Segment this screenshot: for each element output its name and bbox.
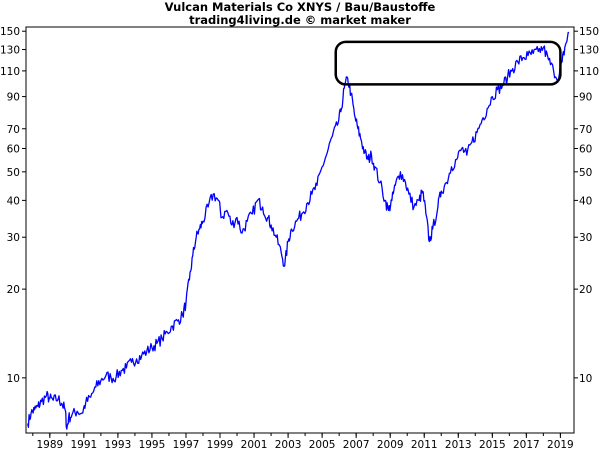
x-tick: 2003 [275, 433, 302, 450]
y-tick-label-left: 60 [7, 143, 20, 155]
y-tick-left: 110 [0, 66, 26, 78]
y-tick-label-right: 130 [579, 45, 599, 57]
x-tick: 2001 [241, 433, 268, 450]
y-tick-label-right: 70 [579, 124, 592, 136]
y-tick-label-left: 130 [0, 45, 20, 57]
y-tick-label-right: 50 [579, 167, 592, 179]
y-tick-left: 130 [0, 45, 26, 57]
highlight-box-annotation [334, 40, 562, 86]
y-tick-label-left: 90 [7, 92, 20, 104]
x-tick-label: 1995 [139, 439, 166, 450]
y-tick-label-right: 20 [579, 284, 592, 296]
y-tick-label-right: 90 [579, 92, 592, 104]
x-tick: 2017 [513, 433, 540, 450]
y-tick-right: 130 [574, 45, 599, 57]
y-tick-label-left: 150 [0, 26, 20, 38]
y-tick-left: 40 [7, 195, 26, 207]
y-tick-left: 20 [7, 284, 26, 296]
y-tick-left: 60 [7, 143, 26, 155]
chart-title: Vulcan Materials Co XNYS / Bau/Baustoffe [164, 0, 436, 14]
y-tick-label-left: 20 [7, 284, 20, 296]
y-tick-left: 70 [7, 124, 26, 136]
y-tick-left: 90 [7, 92, 26, 104]
y-tick-right: 30 [574, 232, 592, 244]
y-tick-right: 20 [574, 284, 592, 296]
x-tick: 1995 [139, 433, 166, 450]
y-tick-left: 10 [7, 373, 26, 385]
x-tick: 2011 [411, 433, 438, 450]
x-tick: 2013 [445, 433, 472, 450]
x-tick: 1997 [173, 433, 200, 450]
x-tick: 1993 [105, 433, 132, 450]
x-tick: 2019 [547, 433, 574, 450]
x-tick-label: 2007 [343, 439, 370, 450]
y-tick-label-right: 30 [579, 232, 592, 244]
y-tick-label-right: 40 [579, 195, 592, 207]
y-tick-right: 90 [574, 92, 592, 104]
x-tick: 1999 [207, 433, 234, 450]
x-tick-label: 1999 [207, 439, 234, 450]
x-tick: 2005 [309, 433, 336, 450]
y-tick-label-left: 50 [7, 167, 20, 179]
x-tick: 1989 [36, 433, 63, 450]
price-series-line [27, 31, 570, 430]
y-tick-label-left: 70 [7, 124, 20, 136]
plot-frame [25, 26, 575, 434]
x-tick-label: 2003 [275, 439, 302, 450]
y-tick-left: 150 [0, 26, 26, 38]
y-tick-left: 30 [7, 232, 26, 244]
x-tick-label: 1989 [36, 439, 63, 450]
x-tick-label: 2019 [547, 439, 574, 450]
x-tick-label: 2001 [241, 439, 268, 450]
x-tick-label: 2015 [479, 439, 506, 450]
y-tick-right: 110 [574, 66, 599, 78]
x-tick: 2009 [377, 433, 404, 450]
x-tick-label: 1991 [70, 439, 97, 450]
x-tick-label: 1993 [105, 439, 132, 450]
y-tick-label-right: 150 [579, 26, 599, 38]
y-tick-right: 70 [574, 124, 592, 136]
y-tick-label-left: 40 [7, 195, 20, 207]
x-tick-label: 2013 [445, 439, 472, 450]
y-tick-label-left: 110 [0, 66, 20, 78]
y-tick-label-right: 10 [579, 373, 592, 385]
y-axis-left: 10 20 30 40 50 60 70 90 110 130 150 [0, 26, 26, 385]
y-tick-right: 60 [574, 143, 592, 155]
x-tick: 1991 [70, 433, 97, 450]
x-tick-label: 2011 [411, 439, 438, 450]
chart-subtitle: trading4living.de © market maker [189, 13, 411, 27]
x-tick-label: 2017 [513, 439, 540, 450]
x-tick: 2007 [343, 433, 370, 450]
x-axis: 1989 1991 1993 1995 1997 1999 2001 2003 2005 2007… [32, 433, 574, 450]
y-tick-right: 40 [574, 195, 592, 207]
x-tick-label: 2009 [377, 439, 404, 450]
x-tick: 2015 [479, 433, 506, 450]
y-tick-left: 50 [7, 167, 26, 179]
y-axis-right: 10 20 30 40 50 60 70 90 110 130 150 [574, 26, 599, 385]
y-tick-label-right: 110 [579, 66, 599, 78]
y-tick-right: 150 [574, 26, 599, 38]
x-tick-label: 1997 [173, 439, 200, 450]
y-tick-label-right: 60 [579, 143, 592, 155]
y-tick-right: 50 [574, 167, 592, 179]
y-tick-label-left: 30 [7, 232, 20, 244]
x-tick-label: 2005 [309, 439, 336, 450]
y-tick-right: 10 [574, 373, 592, 385]
y-tick-label-left: 10 [7, 373, 20, 385]
